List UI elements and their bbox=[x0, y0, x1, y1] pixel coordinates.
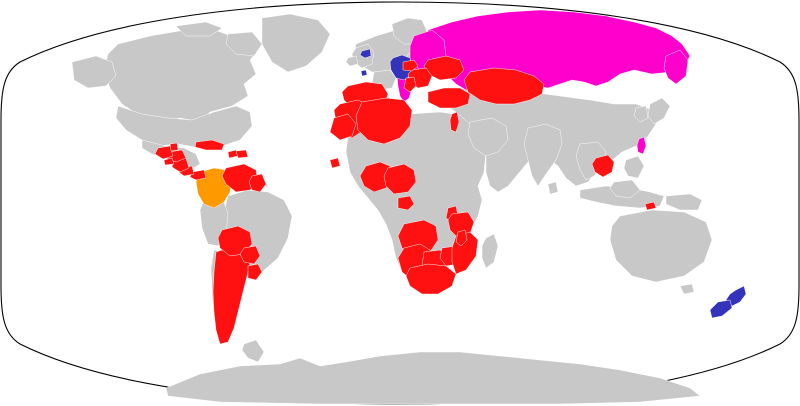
landmasses bbox=[71, 9, 747, 405]
region-cuba bbox=[194, 139, 225, 151]
region-arabia bbox=[467, 117, 509, 157]
region-russia-kamchatka bbox=[663, 49, 689, 85]
region-new-zealand-south bbox=[709, 299, 733, 319]
region-sri-lanka bbox=[547, 181, 559, 195]
region-nigeria bbox=[383, 163, 417, 195]
region-canada-islands bbox=[175, 21, 223, 37]
region-madagascar bbox=[481, 233, 499, 269]
region-algeria-tunisia bbox=[355, 97, 413, 145]
region-lebanon bbox=[449, 111, 460, 133]
region-borneo bbox=[609, 179, 641, 199]
region-india bbox=[523, 123, 563, 187]
region-united-states bbox=[115, 105, 253, 149]
region-belize bbox=[169, 142, 179, 152]
region-dominican-republic bbox=[235, 149, 249, 159]
region-alaska bbox=[71, 55, 117, 89]
region-mauritania bbox=[329, 113, 357, 141]
region-guyana bbox=[248, 173, 267, 193]
region-canada-baffin bbox=[225, 31, 263, 57]
region-korea bbox=[633, 105, 649, 123]
region-papua-new-guinea bbox=[665, 193, 703, 211]
region-cambodia bbox=[591, 154, 615, 178]
region-antarctica bbox=[165, 351, 701, 405]
region-south-africa bbox=[405, 263, 457, 295]
region-ireland bbox=[345, 55, 359, 67]
region-panama bbox=[189, 169, 207, 181]
region-antarctic-peninsula bbox=[241, 339, 265, 363]
region-philippines bbox=[623, 155, 645, 179]
region-el-salvador bbox=[163, 157, 175, 166]
region-west-africa-red bbox=[359, 161, 393, 193]
region-uk-marker-2 bbox=[360, 69, 368, 77]
region-east-timor bbox=[644, 201, 657, 211]
region-new-zealand bbox=[725, 285, 747, 307]
region-kazakhstan bbox=[463, 67, 545, 105]
region-tasmania bbox=[679, 283, 695, 295]
region-japan bbox=[647, 97, 671, 125]
region-venezuela bbox=[221, 163, 259, 193]
region-turkey bbox=[427, 87, 471, 109]
region-greenland bbox=[261, 13, 331, 73]
region-uk-marker bbox=[359, 48, 372, 59]
region-guinea-bissau bbox=[329, 157, 341, 169]
region-uruguay bbox=[247, 263, 263, 281]
region-central-europe-red bbox=[402, 59, 419, 72]
region-equatorial-guinea bbox=[397, 195, 415, 211]
region-taiwan bbox=[636, 136, 647, 155]
region-australia bbox=[609, 209, 713, 283]
region-paraguay bbox=[239, 245, 261, 265]
region-malawi bbox=[455, 229, 468, 247]
region-canada bbox=[103, 29, 259, 123]
region-indochina bbox=[575, 141, 607, 181]
region-guatemala bbox=[154, 145, 174, 160]
region-serbia-albania bbox=[403, 76, 417, 93]
